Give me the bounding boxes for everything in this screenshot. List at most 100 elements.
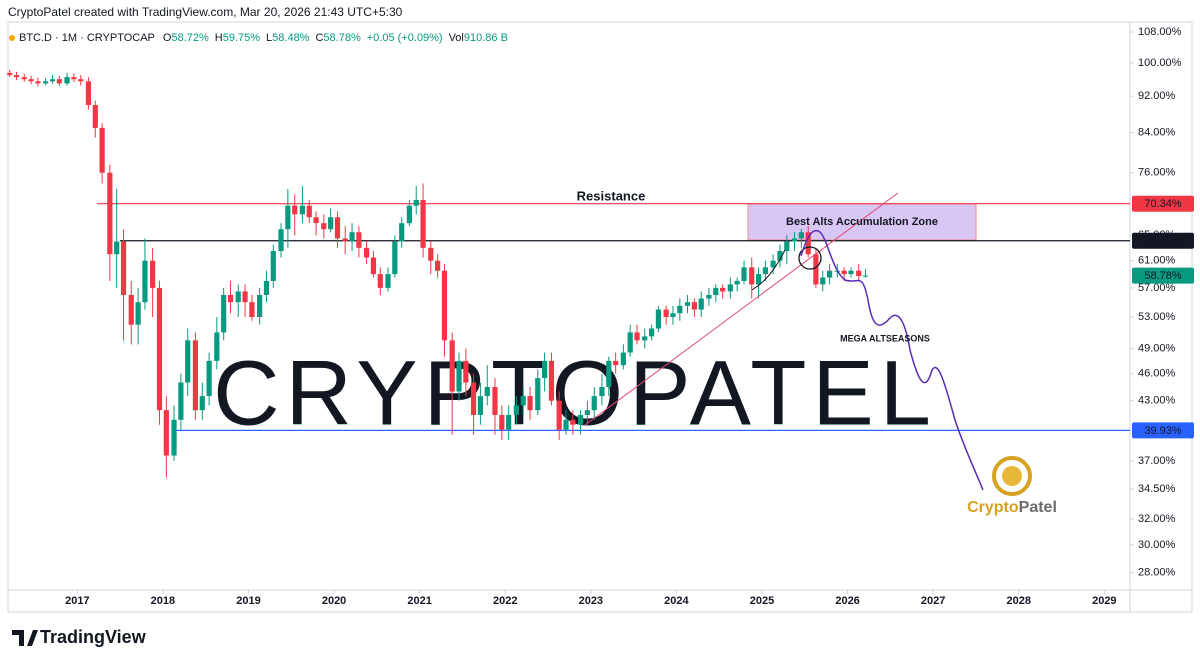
candle-body — [798, 232, 804, 239]
x-tick-label: 2023 — [579, 595, 603, 607]
candles — [7, 69, 869, 478]
candle-body — [684, 302, 691, 306]
resistance-label: Resistance — [577, 188, 646, 203]
candle-body — [827, 270, 833, 278]
change: +0.05 (+0.09%) — [367, 32, 443, 44]
y-tick-label: 61.00% — [1138, 255, 1176, 267]
projection-path — [800, 229, 984, 491]
candle-body — [770, 260, 776, 268]
candle-body — [363, 247, 370, 258]
price-tag — [1132, 267, 1194, 284]
candle-body — [520, 396, 526, 406]
candle-body — [506, 414, 512, 430]
candle-body — [634, 332, 640, 341]
candle-body — [755, 274, 762, 285]
candle-body — [227, 294, 234, 303]
candle-body — [235, 291, 241, 303]
logo-coin — [1002, 466, 1022, 486]
watermark-layer: CRYPTOPATEL — [213, 342, 931, 444]
y-tick-label: 100.00% — [1138, 57, 1182, 69]
candle-body — [206, 360, 212, 397]
y-tick-label: 30.00% — [1138, 539, 1176, 551]
candle-body — [848, 270, 854, 275]
candle-body — [128, 294, 134, 325]
candle-body — [306, 205, 312, 218]
candle-body — [43, 81, 49, 84]
price-tag — [1132, 422, 1194, 439]
x-tick-label: 2029 — [1092, 595, 1116, 607]
candle-body — [784, 241, 790, 252]
candle-body — [142, 260, 148, 303]
y-tick-label: 76.00% — [1138, 167, 1176, 179]
candle-body — [613, 360, 619, 366]
x-tick-label: 2026 — [835, 595, 859, 607]
candle-body — [499, 414, 505, 430]
candle-body — [71, 77, 77, 80]
candle-body — [513, 405, 519, 415]
candle-body — [399, 223, 405, 242]
candle-body — [563, 419, 569, 430]
candle-body — [107, 172, 113, 255]
candle-body — [92, 105, 98, 128]
x-tick-label: 2021 — [407, 595, 431, 607]
x-tick-label: 2017 — [65, 595, 89, 607]
candle-body — [463, 360, 469, 383]
candle-body — [841, 270, 847, 275]
candle-body — [49, 79, 56, 82]
candle-body — [199, 396, 205, 411]
candle-body — [691, 302, 697, 310]
candle-body — [734, 280, 740, 285]
candle-body — [570, 419, 576, 425]
candle-body — [577, 414, 584, 425]
candle-body — [221, 294, 227, 333]
candle-body — [606, 360, 612, 387]
candle-body — [178, 382, 184, 420]
ohlc-key: H — [215, 32, 223, 44]
ohlc-key: L — [266, 32, 272, 44]
candle-body — [556, 400, 562, 430]
candle-body — [805, 232, 811, 255]
candle-body — [642, 336, 648, 341]
axes: 108.00%100.00%92.00%84.00%76.00%65.00%61… — [65, 26, 1194, 607]
price-tag-label: 64.12% — [1144, 235, 1182, 247]
candle-body — [406, 205, 412, 224]
candle-body — [185, 340, 191, 383]
x-tick-label: 2020 — [322, 595, 346, 607]
candle-body — [477, 396, 484, 415]
breakdown-circle — [798, 246, 822, 270]
candle-body — [334, 217, 341, 239]
credit: CryptoPatel created with TradingView.com… — [8, 5, 403, 19]
candle-body — [413, 199, 419, 206]
legend: BTC.D · 1M · CRYPTOCAP O58.72% H59.75% L58.… — [19, 32, 508, 44]
candle-body — [698, 298, 704, 310]
candle-body — [741, 267, 747, 281]
price-tag-label: 39.93% — [1144, 425, 1182, 437]
y-tick-label: 57.00% — [1138, 282, 1176, 294]
frame — [7, 21, 1193, 613]
y-tick-label: 92.00% — [1138, 90, 1176, 102]
x-tick-label: 2025 — [750, 595, 774, 607]
candle-body — [820, 277, 826, 285]
logo-part: Crypto — [967, 499, 1019, 516]
y-tick-label: 53.00% — [1138, 311, 1176, 323]
candle-body — [64, 77, 70, 84]
candle-body — [584, 410, 591, 415]
candle-body — [150, 260, 156, 288]
trend-line — [584, 192, 899, 426]
ohlc-key: O — [163, 32, 172, 44]
ohlc-value: 59.75% — [223, 32, 261, 44]
candle-body — [270, 251, 276, 281]
logo-text: CryptoPatel — [967, 499, 1057, 516]
candle-body — [263, 280, 270, 295]
candle-body — [627, 332, 633, 353]
candle-body — [349, 232, 355, 242]
y-tick-label: 84.00% — [1138, 127, 1176, 139]
candle-body — [114, 241, 120, 255]
y-tick-label: 108.00% — [1138, 26, 1182, 38]
candle-body — [192, 340, 199, 411]
logo-part: Patel — [1019, 499, 1057, 516]
x-tick-label: 2024 — [664, 595, 689, 607]
y-tick-label: 28.00% — [1138, 566, 1176, 578]
brand-icon — [12, 630, 38, 646]
